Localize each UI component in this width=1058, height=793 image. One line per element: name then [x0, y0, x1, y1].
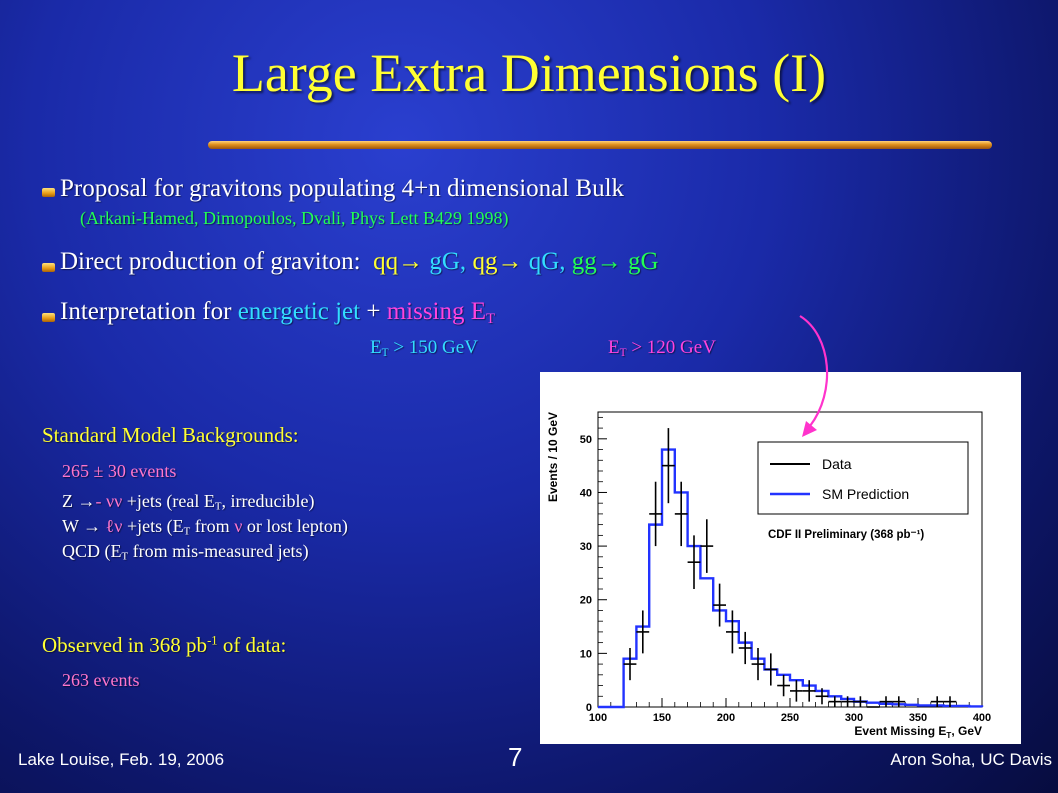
bullet-icon	[42, 313, 55, 322]
direct-production-label: Direct production of graviton:	[60, 248, 361, 275]
plus-sign: +	[366, 298, 381, 325]
x-tick-label: 300	[845, 712, 863, 724]
page-number: 7	[508, 742, 523, 772]
backgrounds-heading: Standard Model Backgrounds:	[42, 423, 299, 447]
citation: (Arkani-Hamed, Dimopoulos, Dvali, Phys L…	[80, 208, 509, 228]
z-description: +jets (real E	[126, 491, 215, 511]
z-subscript: T	[214, 500, 222, 513]
et-cut-value: > 150 GeV	[393, 337, 478, 358]
y-tick-label: 50	[580, 434, 592, 446]
x-tick-label: 150	[653, 712, 671, 724]
x-tick-label: 100	[589, 712, 607, 724]
bullet-direct-production: Direct production of graviton: qq→ gG, q…	[60, 248, 659, 276]
legend-data-label: Data	[822, 456, 852, 472]
bullet-interpretation: Interpretation for energetic jet + missi…	[60, 298, 495, 328]
energetic-jet: energetic jet	[237, 298, 361, 325]
missing-et-subscript: T	[486, 310, 496, 327]
reaction-qg: qg	[472, 248, 498, 275]
arrow-icon: →	[398, 248, 424, 275]
observed-heading: Observed in 368 pb-1 of data:	[42, 633, 286, 658]
w-description-end: or lost lepton)	[246, 516, 348, 536]
observed-heading-sup: -1	[207, 633, 218, 648]
background-w: W → ℓν +jets (ET from ν or lost lepton)	[62, 516, 348, 538]
y-tick-label: 30	[580, 541, 592, 553]
slide-title: Large Extra Dimensions (I)	[231, 43, 827, 103]
observed-heading-end: of data:	[222, 633, 287, 657]
et-cut: ET > 150 GeV	[370, 337, 478, 359]
qcd-description-end: from mis-measured jets)	[132, 541, 309, 561]
w-description: +jets (E	[126, 516, 184, 536]
w-lepton-neutrino: ℓν	[105, 516, 123, 536]
w-decay: W →	[62, 516, 102, 536]
met-cut-value: > 120 GeV	[631, 337, 716, 358]
x-tick-label: 200	[717, 712, 735, 724]
w-from: from	[194, 516, 230, 536]
y-tick-label: 20	[580, 595, 592, 607]
bullet-icon	[42, 188, 55, 197]
footer-author: Aron Soha, UC Davis	[890, 750, 1052, 769]
w-neutrino: ν	[234, 516, 243, 536]
reaction-qq-product: gG,	[429, 248, 467, 275]
z-neutrinos: - νν	[95, 491, 123, 511]
observed-count: 263 events	[62, 670, 140, 690]
x-tick-label: 400	[973, 712, 991, 724]
z-decay: Z →	[62, 491, 96, 511]
title-underline	[208, 141, 992, 149]
arrow-icon: →	[596, 248, 622, 275]
x-tick-label: 350	[909, 712, 927, 724]
arrow-icon: →	[497, 248, 523, 275]
legend-sm-label: SM Prediction	[822, 486, 909, 502]
et-symbol: E	[370, 337, 382, 358]
et-subscript: T	[381, 346, 389, 359]
bullet-proposal: Proposal for gravitons populating 4+n di…	[60, 175, 625, 202]
reaction-qg-product: qG,	[528, 248, 566, 275]
y-tick-label: 0	[586, 702, 592, 714]
y-axis-label: Events / 10 GeV	[546, 412, 560, 502]
legend-box	[757, 441, 969, 515]
background-qcd: QCD (ET from mis-measured jets)	[62, 541, 309, 563]
x-tick-label: 250	[781, 712, 799, 724]
observed-heading-text: Observed in 368 pb	[42, 633, 208, 657]
w-subscript: T	[183, 525, 191, 538]
y-tick-label: 40	[580, 487, 592, 499]
x-axis-label: Event Missing ET, GeV	[854, 724, 982, 740]
qcd-description: QCD (E	[62, 541, 122, 561]
interpretation-label: Interpretation for	[60, 298, 232, 325]
reaction-gg-product: gG	[628, 248, 659, 275]
met-subscript: T	[619, 346, 627, 359]
footer-venue: Lake Louise, Feb. 19, 2006	[18, 750, 225, 769]
background-count: 265 ± 30 events	[62, 461, 177, 481]
bullet-icon	[42, 263, 55, 272]
plot-background	[540, 372, 1021, 744]
reaction-qq: qq	[373, 248, 399, 275]
reaction-gg: gg	[571, 248, 597, 275]
missing-et: missing ET	[386, 298, 496, 327]
z-description-end: , irreducible)	[221, 491, 315, 511]
met-cut: ET > 120 GeV	[608, 337, 716, 359]
background-z: Z →- νν +jets (real ET, irreducible)	[62, 491, 314, 513]
met-symbol: E	[608, 337, 620, 358]
qcd-subscript: T	[121, 550, 129, 563]
y-tick-label: 10	[580, 648, 592, 660]
missing-et-label: missing E	[386, 298, 487, 325]
chart-annotation: CDF II Preliminary (368 pb⁻¹)	[768, 529, 924, 541]
